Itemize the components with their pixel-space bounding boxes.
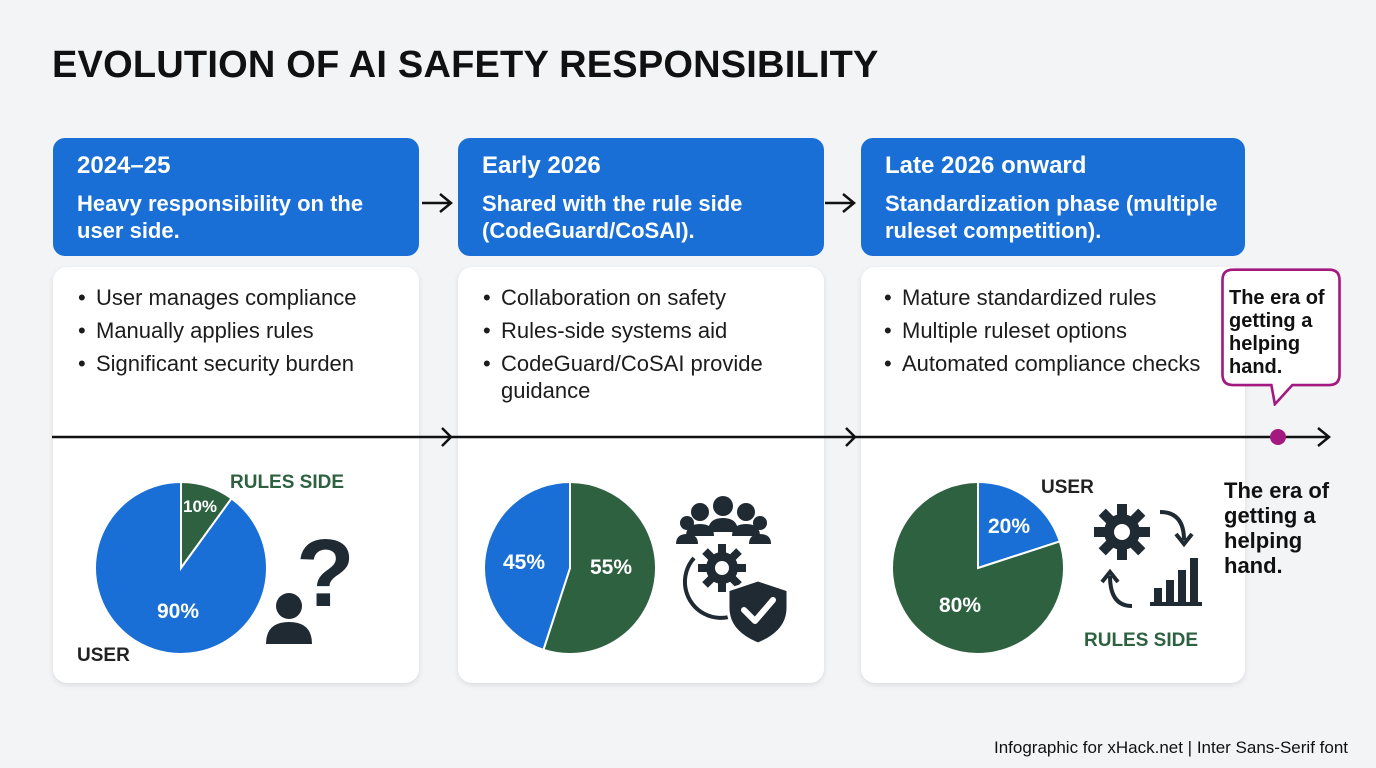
footer-credit: Infographic for xHack.net | Inter Sans-S… — [993, 738, 1348, 757]
stage-bullets-3: Mature standardized rules Multiple rules… — [882, 284, 1202, 383]
page-title: EVOLUTION OF AI SAFETY RESPONSIBILITY — [52, 44, 879, 86]
stage-bullets-1: User manages compliance Manually applies… — [76, 284, 406, 383]
pie-value-user: 90% — [157, 600, 200, 623]
pie-value-rules: 10% — [183, 497, 218, 516]
list-item: Mature standardized rules — [882, 284, 1202, 311]
pie-chart-stage-2 — [483, 481, 657, 655]
stage-year: 2024–25 — [77, 152, 171, 179]
pie-value-user: 20% — [988, 515, 1031, 538]
list-item: Automated compliance checks — [882, 350, 1202, 377]
pie-label-rules: RULES SIDE — [230, 472, 345, 493]
pie-value-rules: 80% — [939, 594, 982, 617]
stage-bullets-2: Collaboration on safety Rules-side syste… — [481, 284, 801, 410]
pie-label-user: USER — [1041, 477, 1094, 498]
pie-slice-user — [483, 481, 571, 652]
stage-header-1: 2024–25 Heavy responsibility on the user… — [53, 138, 419, 256]
timeline-marker — [1270, 429, 1286, 445]
arrow-right-icon — [825, 193, 856, 213]
team-gear-shield-icon — [676, 496, 790, 646]
list-item: Rules-side systems aid — [481, 317, 801, 344]
pie-value-user: 45% — [503, 551, 546, 574]
list-item: CodeGuard/CoSAI provide guidance — [481, 350, 801, 404]
stage-header-3: Late 2026 onward Standardization phase (… — [861, 138, 1245, 256]
gear-cycle-chart-icon — [1094, 504, 1202, 608]
side-note: The era of getting a helping hand. — [1224, 478, 1330, 578]
callout-text: The era of getting a helping hand. — [1229, 287, 1325, 378]
svg-text:?: ? — [296, 524, 355, 627]
pie-label-rules: RULES SIDE — [1084, 630, 1199, 651]
list-item: Collaboration on safety — [481, 284, 801, 311]
stage-description: Heavy responsibility on the user side. — [77, 191, 364, 243]
pie-slice-user — [977, 481, 1062, 570]
pie-value-rules: 55% — [590, 556, 633, 579]
stage-year: Late 2026 onward — [885, 152, 1087, 179]
stage-year: Early 2026 — [482, 152, 601, 179]
pie-slice-rules — [891, 481, 1065, 655]
list-item: User manages compliance — [76, 284, 406, 311]
pie-label-user: USER — [77, 645, 130, 666]
stage-header-2: Early 2026 Shared with the rule side (Co… — [458, 138, 824, 256]
list-item: Multiple ruleset options — [882, 317, 1202, 344]
pie-slice-rules — [542, 481, 657, 655]
list-item: Significant security burden — [76, 350, 406, 377]
stage-description: Shared with the rule side (CodeGuard/CoS… — [482, 191, 743, 243]
person-question-icon: ? — [266, 524, 355, 644]
pie-slice-user — [94, 481, 268, 655]
pie-chart-stage-1 — [94, 481, 268, 655]
arrow-right-icon — [422, 193, 453, 213]
stage-description: Standardization phase (multiple ruleset … — [885, 191, 1218, 243]
timeline-arrow — [52, 427, 1331, 447]
pie-chart-stage-3 — [891, 481, 1065, 655]
speech-bubble — [1221, 268, 1341, 406]
list-item: Manually applies rules — [76, 317, 406, 344]
